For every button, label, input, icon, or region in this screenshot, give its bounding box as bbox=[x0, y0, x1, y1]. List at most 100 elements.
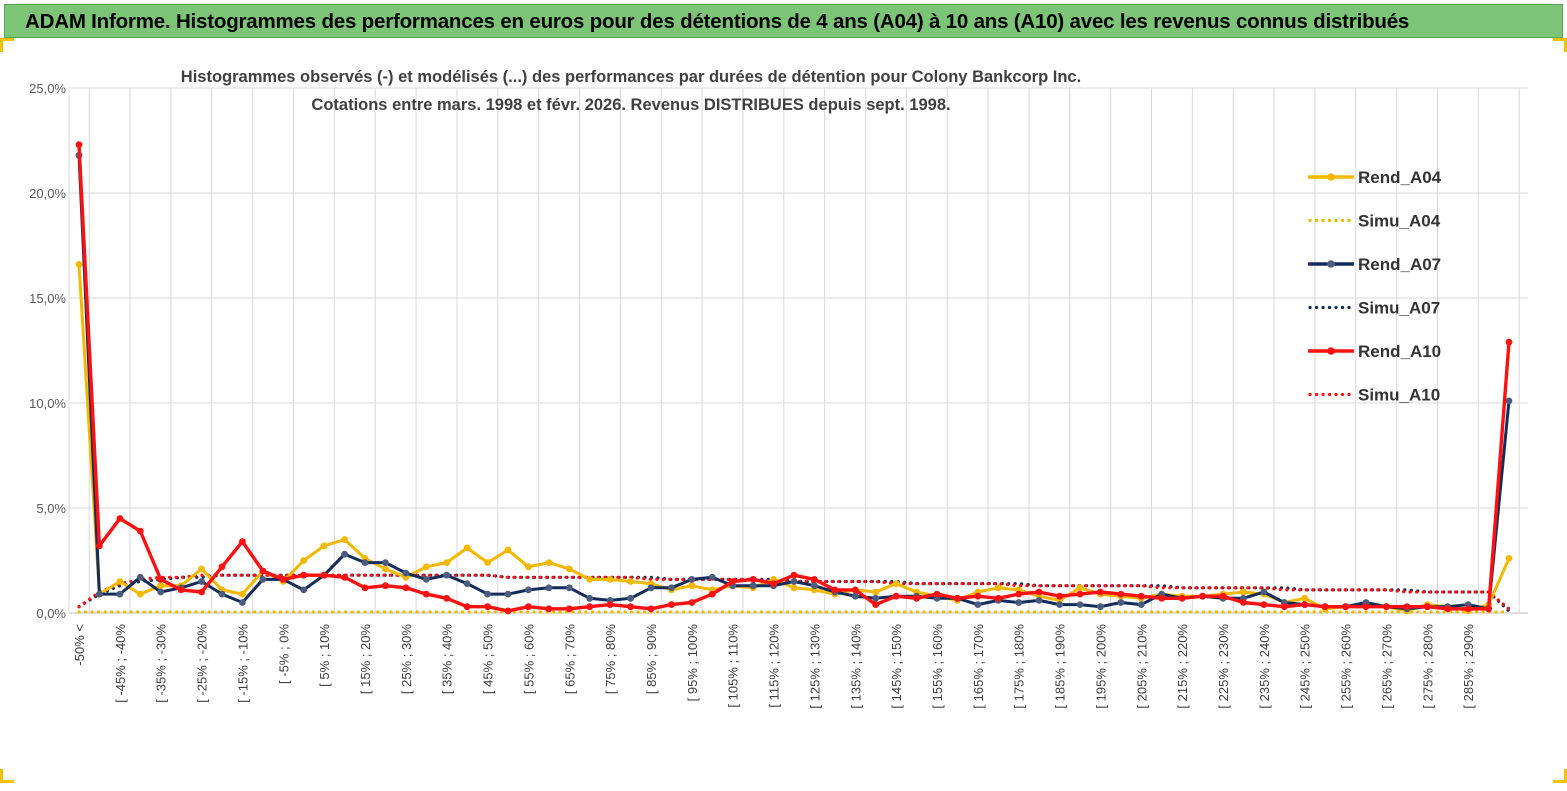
corner-mark bbox=[0, 38, 3, 52]
corner-mark bbox=[0, 780, 14, 783]
legend-label-simu-a10: Simu_A10 bbox=[1358, 386, 1440, 405]
data-point-rend-a04 bbox=[136, 590, 144, 598]
data-point-rend-a10 bbox=[96, 542, 103, 550]
data-point-rend-a10 bbox=[892, 592, 900, 600]
data-point-rend-a10 bbox=[1035, 588, 1043, 596]
data-point-rend-a07 bbox=[116, 590, 124, 598]
x-tick-label: [ 195% ; 200% bbox=[1093, 624, 1108, 709]
data-point-rend-a04 bbox=[341, 536, 348, 543]
series-layer bbox=[75, 141, 1513, 615]
data-point-rend-a04 bbox=[565, 565, 573, 573]
title-layer: Histogrammes observés (-) et modélisés (… bbox=[181, 68, 1081, 114]
data-point-rend-a07 bbox=[1056, 601, 1063, 608]
y-tick-label: 15,0% bbox=[29, 291, 66, 306]
x-tick-label: [ 175% ; 180% bbox=[1012, 624, 1027, 709]
corner-mark bbox=[1553, 780, 1567, 783]
data-point-rend-a10 bbox=[402, 584, 410, 592]
x-tick-label: [ -45% ; -40% bbox=[113, 624, 128, 703]
data-point-rend-a07 bbox=[96, 590, 103, 598]
data-point-rend-a04 bbox=[382, 565, 389, 573]
x-tick-label: [ 255% ; 260% bbox=[1339, 624, 1354, 709]
legend-label-rend-a10: Rend_A10 bbox=[1358, 342, 1441, 361]
data-point-rend-a04 bbox=[1240, 588, 1247, 596]
x-tick-label: [ 245% ; 250% bbox=[1298, 624, 1313, 709]
data-point-rend-a10 bbox=[851, 586, 859, 594]
data-point-rend-a10 bbox=[1423, 603, 1431, 611]
x-tick-label: [ 265% ; 270% bbox=[1379, 624, 1394, 709]
data-point-rend-a10 bbox=[1485, 605, 1492, 613]
corner-mark bbox=[0, 769, 3, 783]
data-point-rend-a10 bbox=[177, 586, 185, 594]
data-point-rend-a07 bbox=[157, 588, 165, 596]
data-point-rend-a10 bbox=[954, 594, 961, 602]
data-point-rend-a10 bbox=[770, 580, 777, 587]
data-point-rend-a10 bbox=[586, 603, 594, 611]
data-point-rend-a04 bbox=[300, 557, 308, 564]
data-point-rend-a10 bbox=[443, 594, 451, 602]
x-tick-label: -50% < bbox=[72, 624, 87, 666]
legend-marker-rend-a07 bbox=[1327, 260, 1335, 268]
data-point-rend-a10 bbox=[1505, 338, 1513, 346]
data-point-rend-a04 bbox=[484, 559, 491, 566]
data-point-rend-a04 bbox=[525, 563, 532, 571]
legend-marker-rend-a10 bbox=[1327, 347, 1335, 355]
x-tick-label: [ 185% ; 190% bbox=[1053, 624, 1068, 709]
data-point-rend-a10 bbox=[136, 527, 144, 535]
data-point-rend-a07 bbox=[341, 550, 348, 558]
data-point-rend-a10 bbox=[1362, 603, 1370, 611]
data-point-rend-a07 bbox=[382, 559, 389, 566]
data-point-rend-a10 bbox=[320, 571, 328, 579]
data-point-rend-a04 bbox=[1076, 584, 1084, 592]
data-point-rend-a07 bbox=[708, 573, 716, 581]
data-point-rend-a10 bbox=[1280, 603, 1288, 611]
data-point-rend-a04 bbox=[116, 578, 124, 585]
data-point-rend-a10 bbox=[1321, 603, 1329, 611]
legend-label-simu-a07: Simu_A07 bbox=[1358, 299, 1440, 318]
x-tick-label: [ 55% ; 60% bbox=[521, 624, 536, 695]
data-point-rend-a10 bbox=[1199, 592, 1206, 600]
data-point-rend-a10 bbox=[708, 590, 716, 598]
x-tick-label: [ 95% ; 100% bbox=[685, 624, 700, 702]
data-point-rend-a07 bbox=[790, 578, 798, 585]
x-tick-label: [ 5% ; 10% bbox=[317, 624, 332, 687]
data-point-rend-a10 bbox=[974, 592, 982, 600]
data-point-rend-a07 bbox=[586, 594, 594, 602]
data-point-rend-a10 bbox=[484, 603, 491, 611]
data-point-rend-a10 bbox=[913, 594, 920, 602]
x-tick-label: [ -35% ; -30% bbox=[154, 624, 169, 703]
data-point-rend-a10 bbox=[1015, 590, 1023, 598]
data-point-rend-a10 bbox=[382, 582, 389, 590]
data-point-rend-a04 bbox=[198, 565, 206, 573]
data-point-rend-a10 bbox=[790, 571, 798, 579]
data-point-rend-a04 bbox=[586, 576, 594, 583]
corner-mark bbox=[1564, 38, 1567, 52]
y-tick-label: 5,0% bbox=[36, 501, 66, 516]
data-point-rend-a10 bbox=[1097, 588, 1104, 596]
data-point-rend-a04 bbox=[994, 584, 1002, 592]
x-tick-label: [ 235% ; 240% bbox=[1257, 624, 1272, 709]
data-point-rend-a04 bbox=[688, 582, 696, 590]
data-point-rend-a10 bbox=[300, 571, 308, 579]
data-point-rend-a10 bbox=[1117, 590, 1125, 598]
data-point-rend-a10 bbox=[688, 599, 696, 606]
data-point-rend-a10 bbox=[75, 141, 83, 149]
y-tick-label: 20,0% bbox=[29, 186, 66, 201]
data-point-rend-a10 bbox=[1260, 601, 1268, 608]
data-point-rend-a10 bbox=[239, 538, 246, 545]
data-point-rend-a04 bbox=[627, 578, 634, 585]
data-point-rend-a07 bbox=[1035, 597, 1043, 604]
data-point-rend-a10 bbox=[116, 515, 124, 522]
x-tick-label: [ 105% ; 110% bbox=[726, 624, 741, 708]
data-point-rend-a07 bbox=[565, 584, 573, 592]
data-point-rend-a10 bbox=[422, 590, 430, 598]
corner-mark bbox=[1553, 38, 1567, 41]
data-point-rend-a10 bbox=[606, 601, 614, 608]
data-point-rend-a10 bbox=[627, 603, 634, 611]
data-point-rend-a10 bbox=[749, 576, 757, 583]
data-point-rend-a10 bbox=[872, 601, 880, 608]
data-point-rend-a07 bbox=[811, 582, 818, 590]
data-point-rend-a04 bbox=[606, 576, 614, 583]
data-point-rend-a10 bbox=[565, 605, 573, 613]
data-point-rend-a07 bbox=[872, 594, 880, 602]
